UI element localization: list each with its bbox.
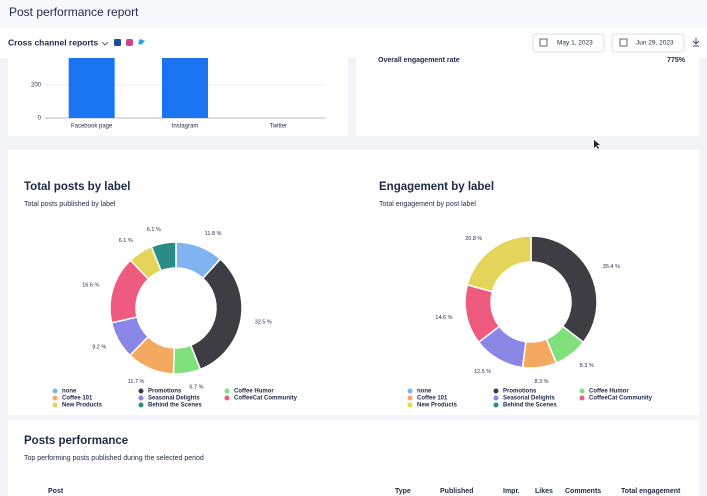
legend-label: none — [417, 389, 432, 395]
x-tick-label: Instagram — [172, 124, 199, 130]
legend-label: CoffeeCat Community — [234, 396, 298, 402]
value-label: 6.1 % — [119, 238, 133, 244]
legend-swatch — [53, 389, 58, 394]
legend-swatch — [580, 396, 585, 401]
legend-swatch — [408, 396, 413, 401]
engagement-label: Overall engagement rate — [378, 57, 460, 64]
legend-swatch — [494, 396, 499, 401]
legend-label: CoffeeCat Community — [589, 396, 653, 402]
column-header: Impr. — [503, 488, 520, 495]
legend-swatch — [139, 403, 144, 408]
legend-swatch — [139, 389, 144, 394]
legend-label: Seasonal Delights — [148, 396, 200, 402]
legend-swatch — [139, 396, 144, 401]
value-label: 11.8 % — [205, 231, 222, 237]
engagement-card — [356, 58, 699, 136]
x-tick-label: Twitter — [269, 124, 287, 130]
legend-swatch — [225, 396, 230, 401]
legend-label: Coffee 101 — [417, 396, 448, 402]
value-label: 16.6 % — [82, 282, 99, 288]
legend-label: New Products — [417, 403, 458, 409]
legend-label: Coffee 101 — [62, 396, 93, 402]
legend-label: Seasonal Delights — [503, 396, 555, 402]
start-date[interactable]: May 1, 2023 — [557, 40, 593, 47]
chart-subtitle: Total posts published by label — [24, 201, 116, 208]
legend-label: Promotions — [503, 389, 537, 395]
value-label: 11.7 % — [128, 379, 145, 385]
column-header: Total engagement — [621, 488, 681, 495]
page-title: Post performance report — [9, 5, 139, 19]
chart-title: Engagement by label — [379, 181, 494, 193]
x-tick-label: Facebook page — [71, 124, 113, 130]
legend-swatch — [580, 389, 585, 394]
value-label: 12.5 % — [474, 369, 491, 375]
legend-label: Promotions — [148, 389, 182, 395]
value-label: 8.3 % — [580, 363, 594, 369]
bar — [162, 52, 208, 118]
legend-swatch — [408, 403, 413, 408]
legend-swatch — [225, 389, 230, 394]
report-selector[interactable]: Cross channel reports — [8, 37, 98, 47]
legend-swatch — [408, 389, 413, 394]
column-header: Post — [48, 488, 64, 495]
legend-swatch — [53, 403, 58, 408]
value-label: 9.2 % — [92, 345, 106, 351]
posts-subtitle: Top performing posts published during th… — [24, 455, 204, 462]
legend-label: New Products — [62, 403, 103, 409]
column-header: Type — [395, 488, 411, 495]
legend-label: Coffee Humor — [589, 389, 629, 395]
facebook-icon — [114, 39, 121, 46]
value-label: 35.4 % — [603, 264, 620, 270]
engagement-value: 775% — [667, 57, 686, 64]
value-label: 6.7 % — [189, 384, 203, 390]
value-label: 20.8 % — [465, 236, 482, 242]
value-label: 6.1 % — [147, 227, 161, 233]
chart-subtitle: Total engagement by post label — [379, 201, 476, 208]
bar — [69, 52, 115, 118]
instagram-icon — [126, 39, 133, 46]
column-header: Published — [440, 488, 473, 495]
legend-swatch — [494, 403, 499, 408]
legend-label: Behind the Scenes — [503, 403, 557, 409]
legend-label: none — [62, 389, 77, 395]
chart-title: Total posts by label — [24, 181, 131, 193]
y-tick-label: 200 — [31, 83, 42, 89]
column-header: Likes — [535, 488, 553, 495]
end-date[interactable]: Jun 29, 2023 — [636, 40, 674, 47]
legend-label: Behind the Scenes — [148, 403, 202, 409]
value-label: 32.5 % — [255, 320, 272, 326]
value-label: 14.6 % — [435, 315, 452, 321]
legend-swatch — [494, 389, 499, 394]
posts-title: Posts performance — [24, 435, 128, 447]
legend-label: Coffee Humor — [234, 389, 274, 395]
value-label: 8.3 % — [534, 379, 548, 385]
legend-swatch — [53, 396, 58, 401]
column-header: Comments — [565, 488, 601, 495]
